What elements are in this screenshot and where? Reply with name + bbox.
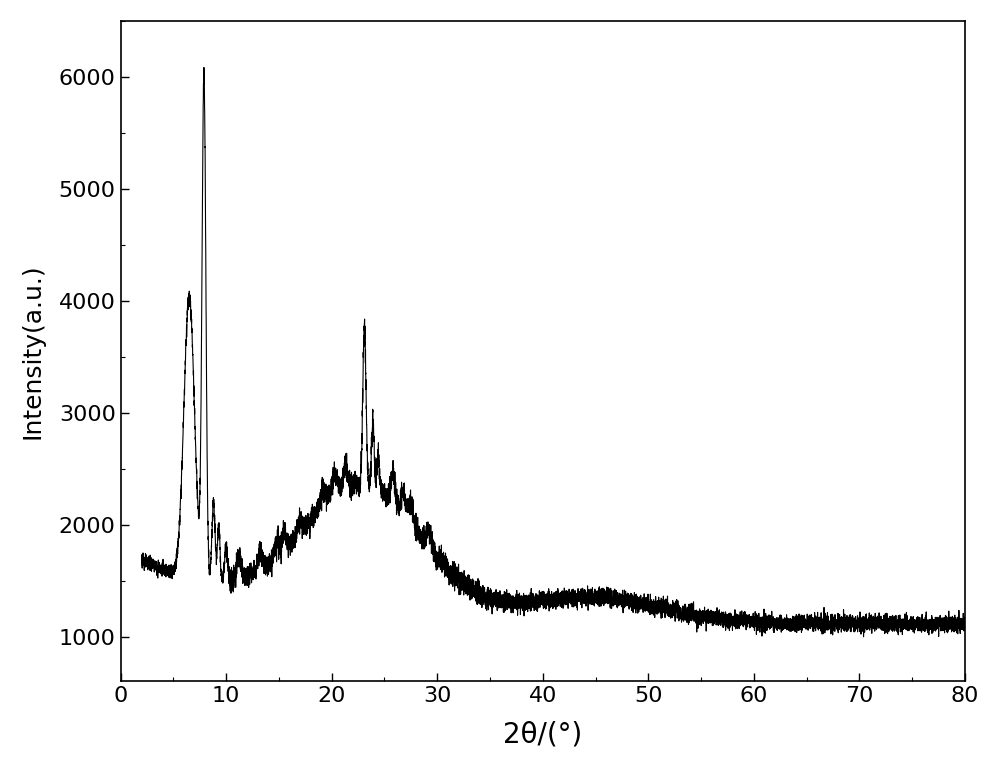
Y-axis label: Intensity(a.u.): Intensity(a.u.) (21, 263, 45, 439)
X-axis label: 2θ/(°): 2θ/(°) (503, 720, 582, 748)
